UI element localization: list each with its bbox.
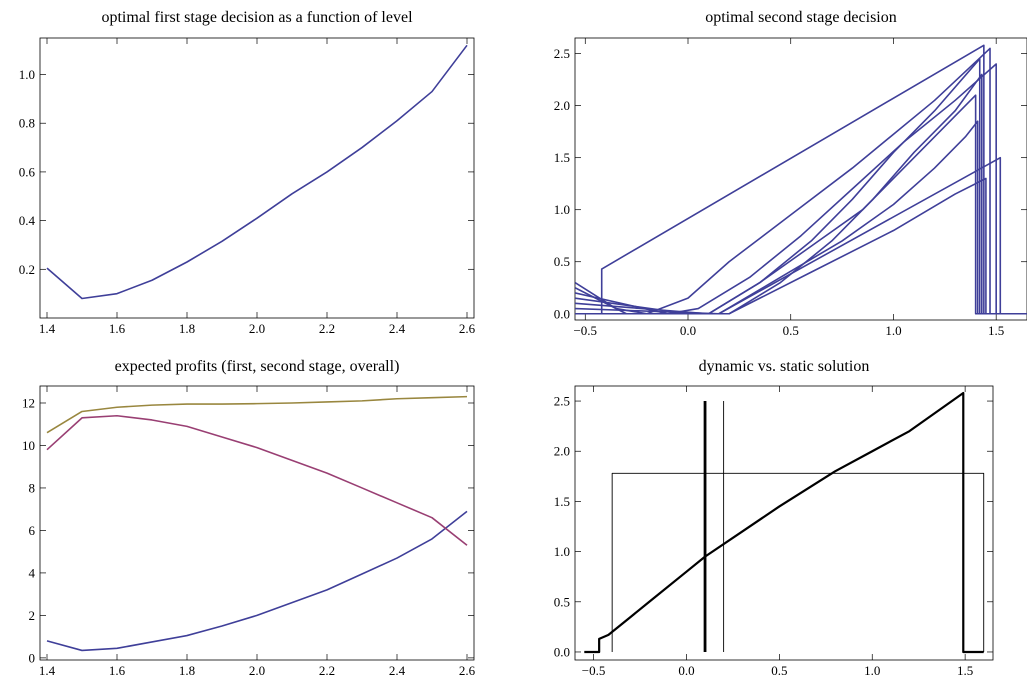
y-tick-label: 0.2 bbox=[19, 262, 35, 277]
x-tick-label: 1.5 bbox=[988, 323, 1004, 338]
x-tick-label: 1.8 bbox=[179, 321, 195, 336]
chart-title: expected profits (first, second stage, o… bbox=[115, 358, 400, 375]
series-line-1 bbox=[46, 510, 468, 652]
y-tick-label: 2 bbox=[29, 608, 36, 623]
series-line-1 bbox=[575, 44, 1027, 315]
y-tick-label: 0.5 bbox=[554, 594, 570, 609]
series-line-1 bbox=[584, 391, 984, 654]
y-tick-label: 2.5 bbox=[554, 394, 570, 409]
x-tick-label: 0.5 bbox=[783, 323, 799, 338]
x-tick-label: 1.5 bbox=[957, 663, 973, 678]
y-tick-label: 0.0 bbox=[554, 644, 570, 659]
y-tick-label: 10 bbox=[22, 438, 35, 453]
chart-panel-3: expected profits (first, second stage, o… bbox=[22, 358, 476, 678]
y-tick-label: 1.5 bbox=[554, 494, 570, 509]
x-tick-label: 1.0 bbox=[885, 323, 901, 338]
y-tick-label: 1.0 bbox=[19, 67, 35, 82]
y-tick-label: 8 bbox=[29, 480, 36, 495]
plot-frame bbox=[574, 37, 1027, 321]
chart-title: optimal first stage decision as a functi… bbox=[101, 9, 413, 26]
x-tick-label: 1.6 bbox=[109, 321, 126, 336]
chart-title: optimal second stage decision bbox=[705, 9, 897, 26]
series-line-8 bbox=[575, 177, 1027, 315]
x-tick-label: 1.4 bbox=[39, 663, 56, 678]
plot-frame bbox=[39, 37, 475, 319]
y-tick-label: 1.0 bbox=[554, 544, 570, 559]
x-tick-label: 1.8 bbox=[179, 663, 195, 678]
series-line-4 bbox=[611, 472, 985, 652]
x-tick-label: 2.0 bbox=[249, 663, 265, 678]
y-tick-label: 0.6 bbox=[19, 164, 36, 179]
x-tick-label: 2.0 bbox=[249, 321, 265, 336]
x-tick-label: 2.6 bbox=[459, 321, 476, 336]
plot-frame bbox=[39, 385, 475, 661]
y-tick-label: 0.4 bbox=[19, 213, 36, 228]
x-tick-label: 1.0 bbox=[864, 663, 880, 678]
x-tick-label: 1.4 bbox=[39, 321, 56, 336]
y-tick-label: 1.5 bbox=[554, 150, 570, 165]
plot-frame bbox=[574, 385, 994, 661]
y-tick-label: 0.5 bbox=[554, 254, 570, 269]
chart-panel-2: optimal second stage decision−0.5 0.0 0.5 1… bbox=[554, 9, 1027, 338]
series-line-2 bbox=[575, 47, 1027, 315]
y-tick-label: 2.0 bbox=[554, 444, 570, 459]
y-tick-label: 12 bbox=[22, 395, 35, 410]
x-tick-label: 2.2 bbox=[319, 321, 335, 336]
x-tick-label: 2.2 bbox=[319, 663, 335, 678]
y-tick-label: 0.8 bbox=[19, 116, 35, 131]
y-tick-label: 0 bbox=[29, 650, 36, 665]
y-tick-label: 2.0 bbox=[554, 98, 570, 113]
y-tick-label: 0.0 bbox=[554, 306, 570, 321]
y-tick-label: 2.5 bbox=[554, 46, 570, 61]
chart-panel-1: optimal first stage decision as a functi… bbox=[19, 9, 476, 336]
y-tick-label: 4 bbox=[29, 565, 36, 580]
series-line-9 bbox=[575, 156, 1027, 315]
series-line-1 bbox=[46, 44, 468, 300]
x-tick-label: 1.6 bbox=[109, 663, 126, 678]
x-tick-label: −0.5 bbox=[582, 663, 606, 678]
x-tick-label: −0.5 bbox=[573, 323, 597, 338]
x-tick-label: 0.0 bbox=[680, 323, 696, 338]
series-line-3 bbox=[46, 395, 468, 434]
series-line-3 bbox=[575, 63, 1027, 315]
x-tick-label: 2.6 bbox=[459, 663, 476, 678]
chart-title: dynamic vs. static solution bbox=[699, 358, 870, 375]
x-tick-label: 2.4 bbox=[389, 321, 406, 336]
x-tick-label: 2.4 bbox=[389, 663, 406, 678]
chart-panel-4: dynamic vs. static solution −0.5 0.0 0.5 1.0… bbox=[554, 358, 994, 678]
y-tick-label: 1.0 bbox=[554, 202, 570, 217]
series-line-7 bbox=[575, 120, 1027, 315]
series-line-6 bbox=[575, 94, 1027, 315]
series-line-2 bbox=[46, 414, 468, 546]
y-tick-label: 6 bbox=[29, 523, 36, 538]
x-tick-label: 0.0 bbox=[678, 663, 694, 678]
x-tick-label: 0.5 bbox=[771, 663, 787, 678]
